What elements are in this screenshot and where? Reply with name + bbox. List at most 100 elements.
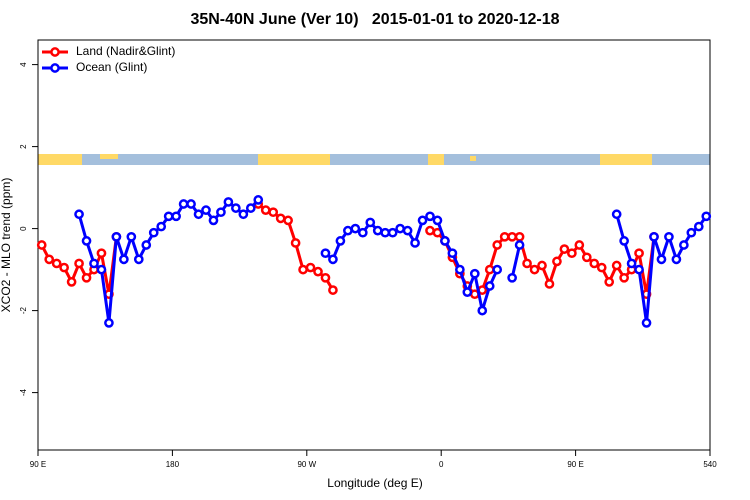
point	[343, 225, 353, 236]
point	[111, 231, 122, 242]
point	[156, 221, 167, 232]
point	[201, 205, 211, 215]
point	[51, 258, 62, 269]
point	[567, 248, 577, 259]
point	[641, 318, 652, 328]
point	[81, 236, 92, 246]
point	[380, 227, 391, 238]
point	[350, 223, 361, 234]
point	[59, 262, 69, 273]
point	[619, 272, 629, 283]
point	[104, 318, 114, 328]
point	[44, 254, 55, 265]
point	[148, 227, 159, 238]
x-tick-label: 0	[439, 460, 444, 469]
point	[492, 240, 503, 250]
point	[66, 277, 77, 287]
land-strip	[100, 154, 118, 159]
point	[425, 225, 435, 236]
point	[626, 258, 637, 269]
point	[649, 231, 659, 242]
legend-label: Ocean (Glint)	[76, 60, 147, 74]
point	[313, 266, 323, 277]
land-strip	[470, 156, 476, 161]
point	[208, 215, 219, 226]
point	[522, 258, 532, 269]
point	[634, 264, 644, 275]
point	[402, 225, 413, 236]
point	[469, 268, 480, 279]
point	[410, 238, 420, 248]
point	[81, 272, 92, 283]
point	[581, 252, 592, 263]
point	[611, 209, 622, 220]
point	[320, 272, 331, 283]
point	[664, 231, 674, 242]
point	[671, 254, 682, 265]
point	[260, 205, 271, 215]
y-tick-label: -4	[19, 388, 28, 396]
point	[89, 258, 99, 269]
point	[596, 262, 607, 273]
point	[141, 240, 152, 250]
legend-marker	[50, 63, 60, 73]
chart-title: 35N-40N June (Ver 10) 2015-01-01 to 2020…	[190, 11, 559, 28]
point	[425, 211, 435, 222]
point	[320, 248, 331, 259]
point	[514, 231, 525, 242]
plot-frame	[37, 39, 711, 451]
point	[275, 213, 286, 224]
point	[455, 264, 465, 275]
land-strip	[600, 154, 652, 165]
point	[447, 248, 458, 259]
point	[231, 203, 241, 213]
point	[163, 211, 174, 222]
y-tick-label: 4	[19, 62, 28, 67]
point	[223, 197, 234, 207]
point	[574, 240, 585, 250]
point	[245, 203, 256, 213]
point	[395, 223, 405, 234]
point	[492, 264, 503, 275]
point	[298, 264, 308, 275]
point	[514, 240, 525, 250]
point	[477, 305, 488, 316]
point	[484, 281, 495, 291]
point	[544, 279, 555, 289]
point	[357, 227, 368, 238]
point	[552, 256, 562, 267]
point	[328, 285, 338, 295]
point	[74, 209, 84, 220]
point	[372, 225, 383, 236]
point	[193, 209, 204, 220]
point	[507, 231, 517, 242]
point	[119, 254, 129, 265]
land-strip	[428, 154, 444, 165]
point	[290, 238, 301, 248]
land-ocean-strip	[38, 154, 710, 165]
point	[283, 215, 293, 226]
point	[679, 240, 689, 250]
point	[253, 195, 264, 205]
point	[529, 264, 540, 275]
point	[328, 254, 338, 265]
point	[537, 260, 547, 271]
point	[559, 244, 570, 254]
point	[507, 272, 517, 283]
point	[619, 236, 629, 246]
x-tick-label: 540	[703, 460, 717, 469]
land-strip	[38, 154, 82, 165]
point	[611, 260, 622, 271]
point	[268, 207, 279, 218]
x-tick-label: 90 E	[567, 460, 583, 469]
x-tick-label: 90 W	[297, 460, 316, 469]
point	[604, 277, 615, 287]
point	[74, 258, 84, 269]
point	[417, 215, 428, 226]
point	[186, 199, 196, 209]
point	[126, 231, 137, 242]
point	[484, 264, 495, 275]
point	[171, 211, 181, 222]
